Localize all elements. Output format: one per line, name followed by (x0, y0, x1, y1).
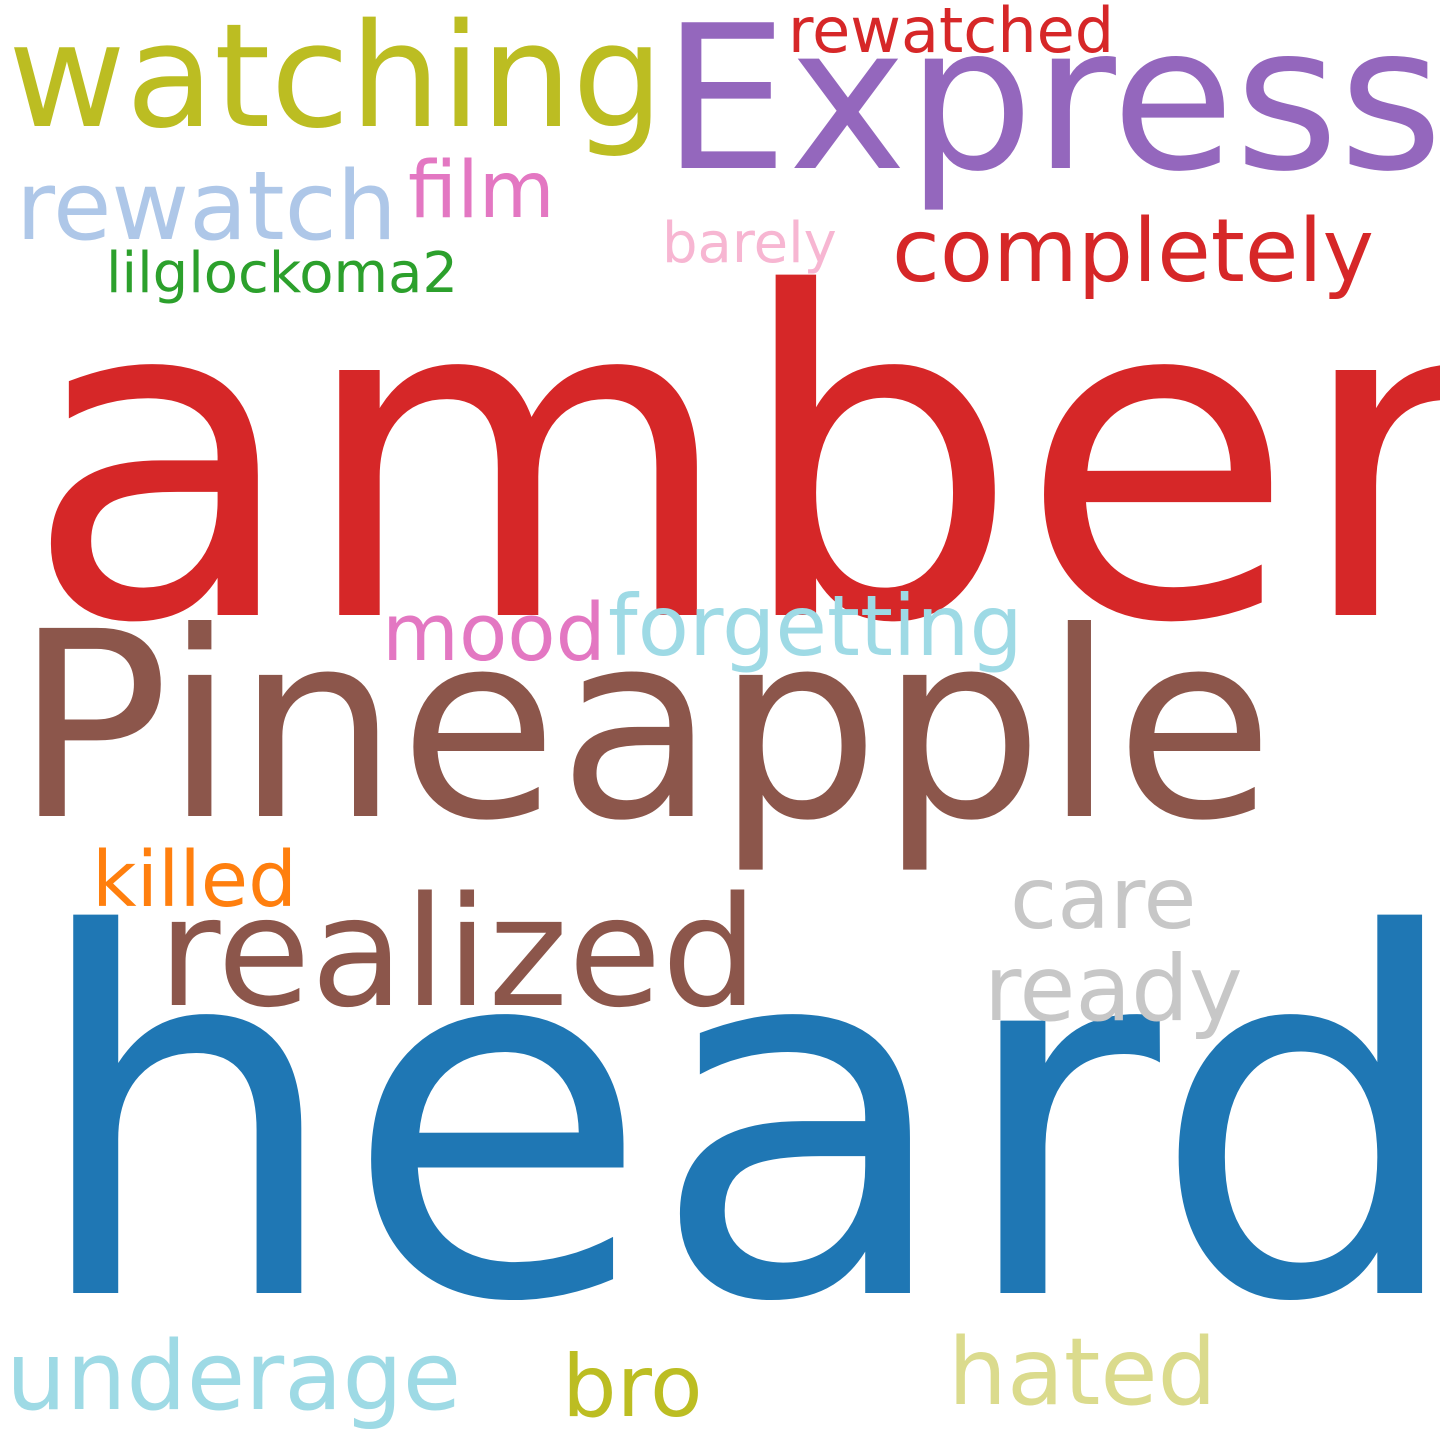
word-express: Express (662, 0, 1440, 216)
word-hated: hated (948, 1318, 1217, 1426)
word-watching: watching (8, 0, 664, 160)
word-bro: bro (562, 1337, 703, 1437)
word-lilglockoma2: lilglockoma2 (106, 241, 459, 306)
word-heard: heard (28, 832, 1440, 1411)
word-ready: ready (984, 937, 1243, 1042)
word-barely: barely (662, 211, 837, 276)
word-pineapple: Pineapple (14, 577, 1274, 877)
word-completely: completely (892, 200, 1375, 302)
word-killed: killed (92, 836, 298, 925)
word-amber: amber (24, 199, 1440, 721)
word-forgetting: forgetting (608, 577, 1023, 675)
word-film: film (408, 146, 555, 236)
word-mood: mood (382, 587, 606, 679)
word-care: care (1010, 849, 1197, 949)
word-realized: realized (158, 864, 759, 1041)
word-rewatched: rewatched (788, 0, 1115, 67)
word-underage: underage (6, 1322, 462, 1432)
word-rewatch: rewatch (16, 152, 398, 262)
